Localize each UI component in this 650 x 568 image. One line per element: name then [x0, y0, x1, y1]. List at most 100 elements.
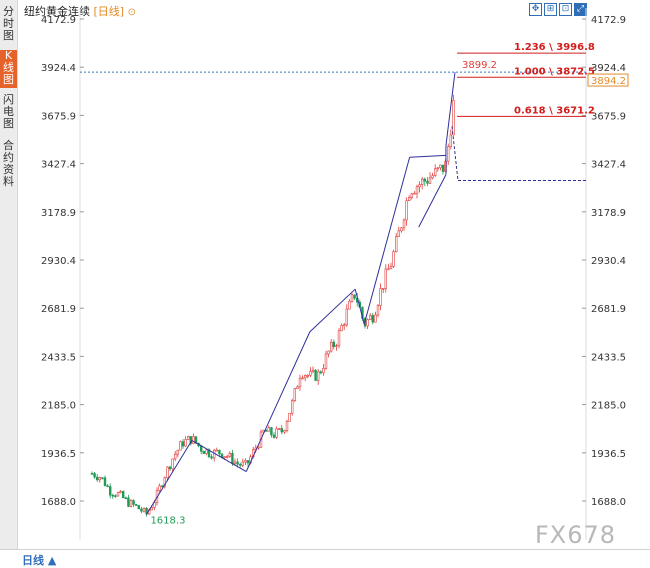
y-tick-label: 3427.4	[41, 160, 76, 171]
candle-body	[150, 507, 153, 511]
trend-line	[445, 72, 456, 146]
candle-body	[329, 341, 333, 352]
candle-body	[124, 497, 128, 500]
candle-body	[298, 377, 302, 388]
candle-body	[267, 427, 270, 432]
trend-line	[191, 440, 247, 472]
candle-body	[371, 315, 374, 323]
candle-body	[306, 374, 309, 377]
candle-body	[311, 369, 315, 372]
candle-body	[324, 353, 328, 369]
candle-body	[322, 368, 325, 374]
candle-body	[187, 436, 190, 440]
low-price-label: 1618.3	[150, 516, 185, 527]
y-tick-label: 2930.4	[41, 256, 76, 267]
candle-body	[158, 485, 161, 491]
bottom-bar: 日线 ▲	[0, 549, 650, 568]
candle-body	[433, 168, 437, 176]
watermark: FX678	[535, 521, 617, 549]
candle-body	[303, 375, 307, 379]
trend-line	[409, 154, 446, 158]
candle-body	[283, 430, 286, 433]
page-title: 纽约黄金连续	[24, 5, 90, 18]
candle-body	[166, 466, 169, 479]
fib-label: 1.000 \ 3872.5	[514, 66, 595, 77]
candle-body	[387, 268, 390, 271]
candle-body	[168, 466, 172, 470]
candle-body	[400, 227, 403, 232]
candle-body	[394, 236, 398, 253]
candle-body	[98, 477, 102, 481]
candle-body	[264, 430, 268, 432]
candle-body	[142, 508, 146, 512]
candle-body	[426, 180, 429, 184]
candle-body	[179, 441, 182, 451]
candle-body	[348, 301, 351, 310]
candle-body	[366, 319, 369, 327]
y-tick-label: 2433.5	[591, 352, 626, 363]
candle-body	[381, 288, 385, 290]
candle-body	[342, 324, 346, 327]
candle-body	[327, 350, 330, 355]
y-tick-label: 1688.0	[41, 497, 76, 508]
annotations: 1618.3 3899.2 3894.2	[150, 60, 629, 527]
candle-body	[368, 315, 372, 320]
gear-icon[interactable]: ⊙	[127, 7, 136, 18]
candle-body	[441, 164, 445, 172]
candle-body	[153, 502, 156, 508]
candle-body	[163, 477, 166, 487]
candle-body	[288, 412, 291, 422]
candle-body	[340, 325, 343, 332]
dashed-lines	[80, 71, 586, 182]
candle-body	[436, 167, 439, 170]
high-price-label: 3899.2	[462, 60, 497, 71]
pan-icon[interactable]: ✥	[529, 3, 542, 16]
trend-line	[363, 157, 411, 325]
candle-body	[431, 175, 434, 179]
y-tick-label: 4172.9	[591, 15, 626, 26]
candle-body	[215, 449, 218, 452]
candle-body	[418, 184, 421, 188]
candle-body	[280, 428, 283, 433]
y-tick-label: 2681.9	[41, 304, 76, 315]
price-chart[interactable]: 4172.9 3924.4 3675.9 3427.4 3178.9 2930.4 2681…	[0, 0, 650, 549]
candle-body	[439, 164, 442, 169]
toolbar: ✥ ⊞ ⊡ ⤢	[529, 3, 589, 17]
zoom-icon[interactable]: ⊞	[544, 3, 557, 16]
candle-body	[93, 473, 96, 478]
y-tick-label: 2433.5	[41, 352, 76, 363]
y-tick-label: 3675.9	[591, 111, 626, 122]
candle-body	[413, 192, 416, 195]
tab-intraday[interactable]: 分时图	[3, 5, 14, 42]
candle-body	[223, 456, 226, 459]
crosshair-icon[interactable]: ⊡	[559, 3, 572, 16]
candle-body	[246, 460, 250, 464]
tab-kline[interactable]: K线图	[0, 50, 17, 88]
y-tick-label: 2681.9	[591, 304, 626, 315]
candle-body	[90, 473, 94, 475]
candle-body	[116, 492, 120, 497]
candle-body	[114, 495, 117, 497]
last-price-label: 3894.2	[591, 76, 626, 87]
tab-contract-info[interactable]: 合约资料	[3, 139, 14, 188]
candle-body	[405, 200, 408, 221]
candle-body	[218, 449, 221, 455]
y-tick-label: 1936.5	[41, 449, 76, 460]
candle-body	[132, 500, 135, 505]
candle-body	[293, 388, 296, 401]
candle-body	[337, 330, 341, 346]
candle-body	[119, 491, 122, 493]
candle-body	[96, 476, 99, 481]
candle-body	[205, 449, 208, 454]
y-tick-label: 3924.4	[591, 63, 626, 74]
chart-title-bar: 纽约黄金连续 [日线] ⊙	[24, 3, 136, 19]
period-button[interactable]: 日线 ▲	[22, 554, 57, 567]
candle-body	[244, 460, 247, 463]
candle-body	[420, 178, 424, 185]
tab-flash[interactable]: 闪电图	[3, 93, 14, 130]
trend-lines	[146, 72, 456, 515]
candle-body	[111, 494, 115, 497]
trend-line	[354, 289, 365, 325]
candle-body	[345, 308, 348, 326]
sidebar: 分时图 K线图 闪电图 合约资料	[0, 0, 18, 549]
